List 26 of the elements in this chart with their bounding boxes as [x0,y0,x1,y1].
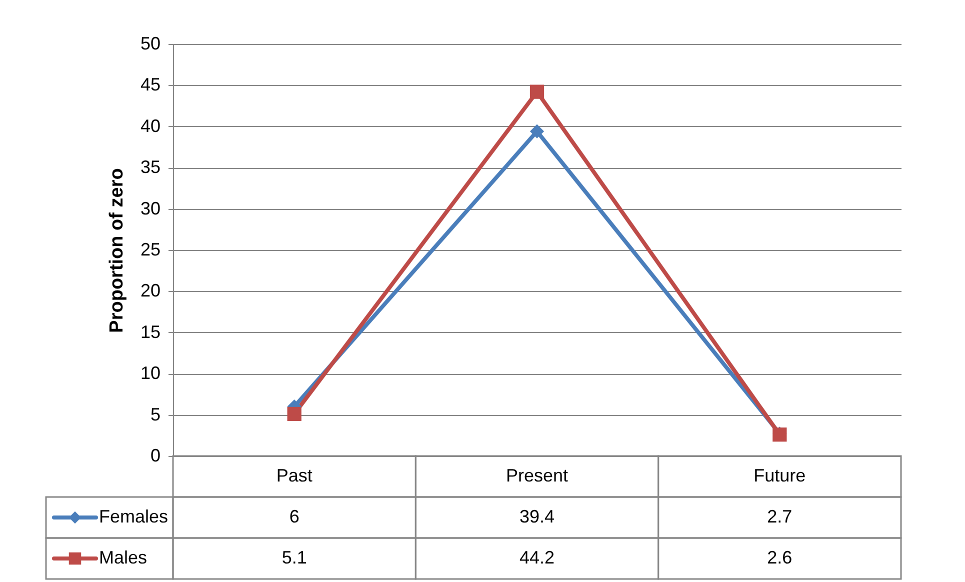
y-tick-label: 0 [150,446,160,466]
y-tick-label: 10 [140,363,160,384]
point [287,406,302,422]
y-tick-label: 30 [140,198,160,218]
data-label: 2.6 [767,548,792,568]
y-tick-label: 25 [140,240,160,260]
y-axis-title: Proportion of zero [106,168,128,333]
y-tick-label: 35 [140,157,160,178]
x-tick-label: Past [276,466,312,486]
legend-label: Males [99,548,148,568]
data-label: 2.7 [767,506,792,526]
legend-label: Females [99,506,168,526]
point [530,84,544,99]
y-tick-label: 40 [140,116,160,136]
y-tick-label: 45 [140,74,160,95]
y-tick-label: 15 [140,322,160,342]
data-label: 44.2 [519,548,555,568]
y-tick-label: 20 [140,280,160,301]
x-tick-label: Present [506,466,568,486]
data-label: 6 [289,506,300,526]
x-tick-label: Future [754,466,806,486]
y-tick-label: 5 [150,404,160,424]
data-label: 39.4 [519,506,555,526]
data-label: 5.1 [282,548,307,568]
point [530,124,544,138]
y-tick-label: 50 [140,34,160,54]
